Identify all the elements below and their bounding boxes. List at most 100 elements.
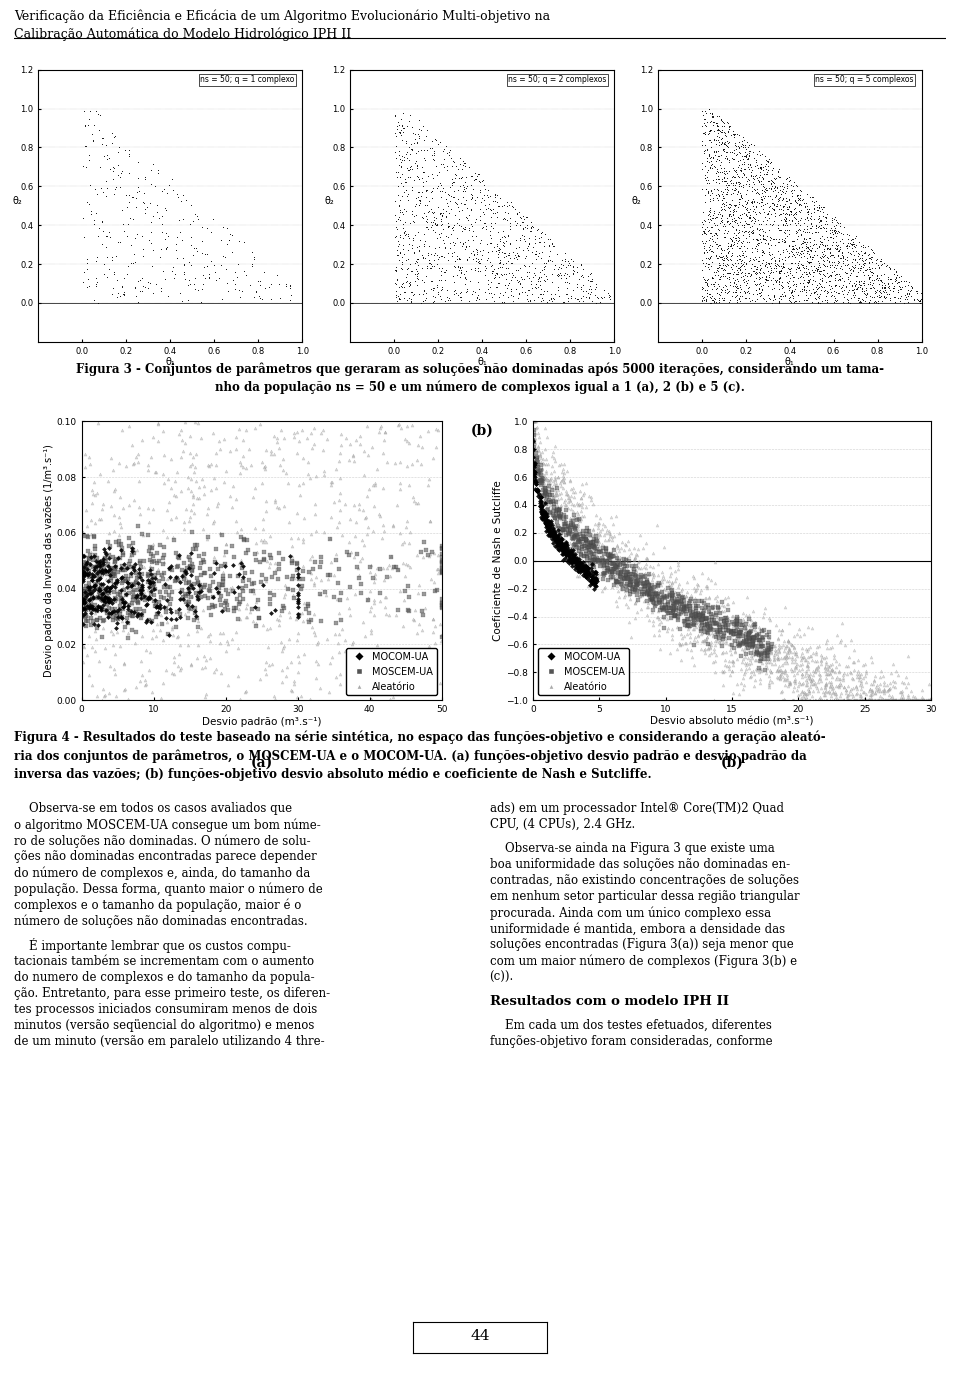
Point (712, 283, 728, 306)
Point (690, 607, 706, 629)
Point (372, 505, 388, 527)
Point (558, 540, 573, 562)
Point (440, 159, 455, 181)
Point (622, 571, 637, 593)
Point (180, 466, 196, 488)
Point (523, 271, 539, 293)
Point (811, 205, 827, 227)
Point (783, 252, 799, 275)
Point (426, 201, 442, 223)
Point (557, 537, 572, 559)
Point (908, 689, 924, 711)
Point (452, 257, 468, 279)
Point (747, 611, 762, 633)
Point (787, 246, 803, 268)
Point (886, 262, 901, 285)
Point (220, 598, 235, 621)
Point (808, 689, 824, 711)
Point (862, 689, 877, 711)
Point (871, 677, 886, 699)
Point (877, 276, 893, 299)
Point (100, 593, 115, 615)
Point (764, 247, 780, 269)
Point (743, 220, 758, 243)
Point (84, 598, 99, 621)
Point (114, 610, 130, 632)
Point (777, 220, 792, 243)
Point (664, 597, 680, 619)
Point (863, 689, 878, 711)
Point (498, 244, 514, 266)
Point (786, 638, 802, 660)
Point (547, 466, 563, 488)
Point (737, 280, 753, 303)
Point (776, 252, 791, 275)
Point (744, 215, 759, 237)
Point (108, 597, 123, 619)
Point (156, 629, 171, 651)
Point (552, 530, 567, 552)
Point (777, 232, 792, 254)
Point (698, 279, 713, 301)
Point (208, 477, 224, 499)
Point (648, 582, 663, 604)
Point (216, 246, 231, 268)
Point (636, 583, 652, 605)
Point (811, 635, 827, 657)
Point (687, 593, 703, 615)
Point (605, 545, 620, 568)
Point (887, 290, 902, 312)
Point (761, 674, 777, 696)
Point (92, 565, 108, 587)
Point (515, 223, 530, 246)
Point (723, 169, 738, 191)
Point (190, 571, 205, 593)
Point (745, 195, 760, 218)
Point (862, 292, 877, 314)
Point (649, 513, 664, 536)
Point (446, 170, 462, 193)
Point (347, 650, 362, 672)
Point (228, 488, 244, 511)
Point (800, 671, 815, 693)
Point (322, 564, 337, 586)
Point (146, 498, 161, 520)
Point (625, 576, 640, 598)
Point (676, 601, 691, 624)
Point (602, 548, 617, 571)
Point (121, 552, 136, 575)
Point (801, 617, 816, 639)
Point (889, 272, 904, 294)
Point (761, 287, 777, 310)
Point (585, 538, 600, 561)
Point (707, 287, 722, 310)
Point (707, 155, 722, 177)
Point (774, 230, 789, 252)
Point (680, 608, 695, 631)
Point (720, 211, 735, 233)
Point (608, 568, 623, 590)
Point (290, 587, 305, 610)
Point (627, 578, 642, 600)
Point (804, 186, 820, 208)
Point (601, 529, 616, 551)
Point (94, 559, 109, 582)
Point (393, 166, 408, 188)
Point (704, 605, 719, 628)
Point (763, 234, 779, 257)
Point (797, 227, 812, 250)
Point (396, 243, 412, 265)
Point (589, 547, 605, 569)
Point (458, 166, 473, 188)
Point (703, 146, 718, 169)
Point (612, 551, 627, 573)
Point (779, 167, 794, 190)
Point (882, 286, 898, 308)
Point (408, 250, 423, 272)
Point (409, 158, 424, 180)
Point (702, 586, 717, 608)
Point (94, 498, 109, 520)
Point (282, 289, 298, 311)
Point (726, 271, 741, 293)
Point (233, 518, 249, 540)
